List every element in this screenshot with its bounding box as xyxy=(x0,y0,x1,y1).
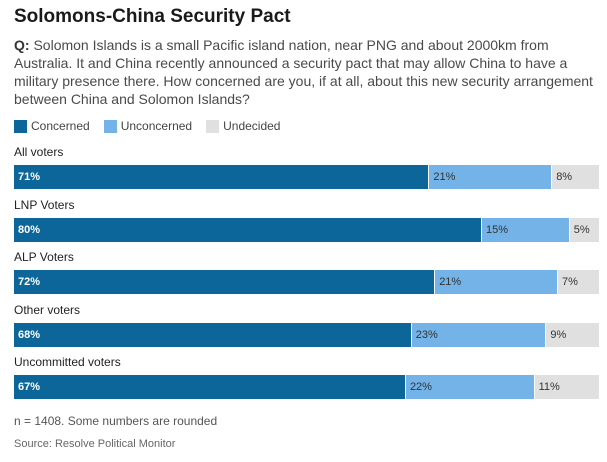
legend-swatch-undecided xyxy=(206,119,220,133)
bar-segment-unconcerned: 21% xyxy=(429,165,553,189)
bar-row: 68% 23% 9% xyxy=(14,322,599,347)
bar-segment-undecided: 11% xyxy=(534,375,599,399)
bar-segment-concerned: 80% xyxy=(14,217,482,242)
bar-segment-unconcerned: 21% xyxy=(435,270,559,294)
sample-note: n = 1408. Some numbers are rounded xyxy=(14,414,218,428)
bar-segment-concerned: 71% xyxy=(14,165,430,189)
legend-label-concerned: Concerned xyxy=(31,119,90,133)
chart-title: Solomons-China Security Pact xyxy=(14,6,291,27)
bar-row: 67% 22% 11% xyxy=(14,375,599,399)
bar-row: 80% 15% 5% xyxy=(14,217,599,242)
bar-segment-undecided: 7% xyxy=(558,270,599,294)
source-note: Source: Resolve Political Monitor xyxy=(14,438,176,450)
legend-item-concerned: Concerned xyxy=(14,119,90,133)
legend-swatch-unconcerned xyxy=(103,119,117,133)
question-prefix: Q: xyxy=(14,37,30,53)
bar-segment-concerned: 68% xyxy=(14,322,412,347)
question-text: Solomon Islands is a small Pacific islan… xyxy=(14,37,593,107)
group-label: Other voters xyxy=(14,302,81,317)
bar-segment-unconcerned: 22% xyxy=(405,375,535,399)
bar-segment-undecided: 8% xyxy=(552,165,599,189)
bar-segment-unconcerned: 23% xyxy=(411,322,547,347)
legend-item-unconcerned: Unconcerned xyxy=(103,119,193,133)
bar-segment-undecided: 9% xyxy=(546,322,599,347)
bar-segment-undecided: 5% xyxy=(569,217,599,242)
bar-segment-concerned: 67% xyxy=(14,375,406,399)
legend: Concerned Unconcerned Undecided xyxy=(14,119,294,133)
bar-segment-unconcerned: 15% xyxy=(482,217,570,242)
legend-label-unconcerned: Unconcerned xyxy=(120,119,193,133)
group-label: LNP Voters xyxy=(14,197,75,212)
group-label: ALP Voters xyxy=(14,250,74,264)
bar-row: 71% 21% 8% xyxy=(14,165,599,189)
group-label: All voters xyxy=(14,145,64,159)
bar-segment-concerned: 72% xyxy=(14,270,436,294)
survey-question: Q: Solomon Islands is a small Pacific is… xyxy=(14,36,599,108)
legend-swatch-concerned xyxy=(14,119,27,133)
group-label: Uncommitted voters xyxy=(14,355,121,369)
bar-row: 72% 21% 7% xyxy=(14,270,599,294)
legend-item-undecided: Undecided xyxy=(206,119,280,133)
legend-label-undecided: Undecided xyxy=(223,119,281,133)
